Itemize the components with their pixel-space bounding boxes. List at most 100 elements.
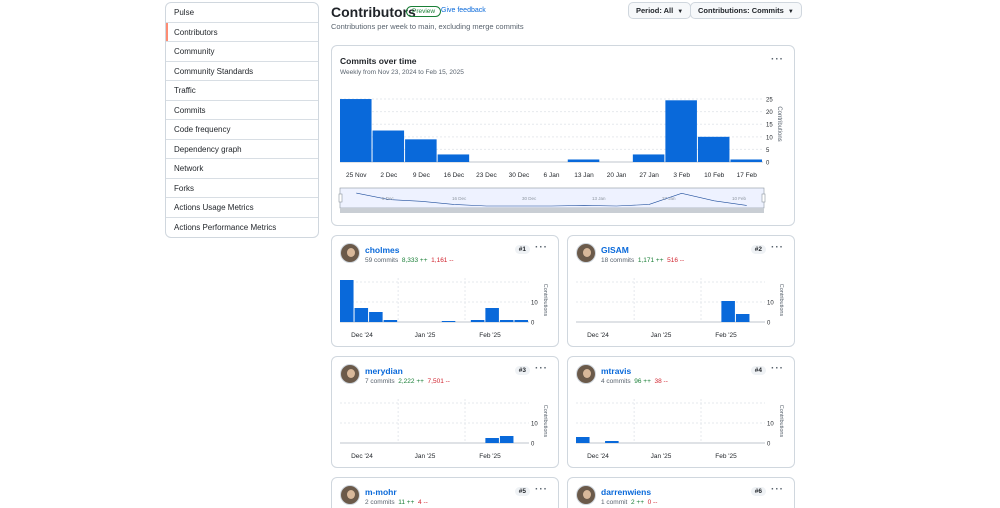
- x-tick-label: Jan '25: [651, 453, 672, 460]
- x-tick-label: 6 Jan: [544, 172, 560, 179]
- x-tick-label: 13 Jan: [574, 172, 594, 179]
- avatar[interactable]: [340, 364, 360, 384]
- y-tick-label: 10: [767, 301, 774, 307]
- contributor-stats: 1 commit 2 ++ 0 --: [601, 499, 657, 506]
- commit-bar[interactable]: [372, 130, 405, 162]
- y-tick-label: 5: [766, 148, 770, 154]
- contribution-bar[interactable]: [735, 314, 750, 322]
- contributor-card: cholmes 59 commits 8,333 ++ 1,161 -- #1 ···…: [331, 235, 559, 347]
- contributor-menu-button[interactable]: ···: [535, 363, 548, 374]
- contribution-bar[interactable]: [721, 301, 735, 322]
- sidebar-item-forks[interactable]: Forks: [166, 179, 318, 198]
- sidebar-item-dependency-graph[interactable]: Dependency graph: [166, 140, 318, 159]
- give-feedback-link[interactable]: Give feedback: [441, 7, 486, 14]
- commit-bar[interactable]: [340, 99, 372, 162]
- contribution-bar[interactable]: [485, 438, 499, 443]
- commit-bar[interactable]: [567, 159, 600, 162]
- commit-count: 4 commits: [601, 378, 631, 385]
- x-tick-label: 3 Feb: [673, 172, 690, 179]
- contributor-card: merydian 7 commits 2,222 ++ 7,501 -- #3 ···…: [331, 356, 559, 468]
- contributor-menu-button[interactable]: ···: [771, 242, 784, 253]
- contribution-bar[interactable]: [576, 437, 590, 443]
- contributor-name[interactable]: m-mohr: [365, 487, 397, 497]
- chevron-down-icon: ▼: [787, 9, 794, 15]
- commit-bar[interactable]: [697, 136, 730, 162]
- chart-menu-button[interactable]: ···: [771, 54, 784, 65]
- range-brush[interactable]: [339, 187, 765, 209]
- contributions-select-button[interactable]: Contributions: Commits ▼: [690, 2, 802, 19]
- contributor-commits-chart: 10 0 Contributions Dec '24 Jan '25 Feb '25: [576, 278, 784, 339]
- contribution-bar[interactable]: [605, 441, 619, 443]
- brush-handle-right[interactable]: [761, 193, 766, 203]
- contribution-bar[interactable]: [514, 320, 528, 322]
- sidebar-item-contributors[interactable]: Contributors: [166, 22, 318, 42]
- y-tick-label: 0: [767, 442, 771, 448]
- y-axis-label: Contributions: [778, 405, 784, 438]
- commit-bar[interactable]: [405, 139, 437, 162]
- x-tick-label: Dec '24: [351, 332, 373, 339]
- contributor-name[interactable]: GISAM: [601, 245, 629, 255]
- sidebar-item-actions-usage-metrics[interactable]: Actions Usage Metrics: [166, 198, 318, 218]
- x-tick-label: Dec '24: [587, 332, 609, 339]
- commit-count: 7 commits: [365, 378, 395, 385]
- sidebar-item-actions-performance-metrics[interactable]: Actions Performance Metrics: [174, 222, 277, 232]
- sidebar-item-code-frequency[interactable]: Code frequency: [166, 120, 318, 140]
- rank-badge: #2: [750, 245, 766, 254]
- brush-tick-label: 5 Dec: [382, 196, 395, 201]
- rank-badge: #5: [514, 487, 530, 496]
- brush-handle-left[interactable]: [338, 193, 343, 203]
- preview-badge: Preview: [406, 6, 442, 17]
- brush-tick-label: 27 Jan: [662, 196, 676, 201]
- commit-bar[interactable]: [730, 159, 762, 162]
- x-tick-label: 10 Feb: [704, 172, 725, 179]
- contribution-bar[interactable]: [354, 308, 369, 322]
- contribution-bar[interactable]: [383, 320, 398, 322]
- avatar[interactable]: [340, 243, 360, 263]
- contributor-stats: 18 commits 1,171 ++ 516 --: [601, 257, 684, 264]
- contributor-name[interactable]: merydian: [365, 366, 403, 376]
- sidebar-item-community[interactable]: Community: [166, 42, 318, 62]
- contribution-bar[interactable]: [369, 312, 383, 322]
- commits-over-time-chart: 25 20 15 10 5 0 Contributions 25 Nov 2 Dec 9 Dec 1…: [338, 98, 782, 213]
- commit-bar[interactable]: [632, 154, 665, 162]
- contribution-bar[interactable]: [441, 321, 456, 322]
- period-select-button[interactable]: Period: All ▼: [628, 2, 692, 19]
- contributor-menu-button[interactable]: ···: [535, 242, 548, 253]
- contribution-bar[interactable]: [340, 280, 354, 322]
- contributor-name[interactable]: mtravis: [601, 366, 632, 376]
- contribution-bar[interactable]: [485, 308, 499, 322]
- x-tick-label: Jan '25: [415, 332, 436, 339]
- additions-count: 2,222 ++: [398, 378, 424, 385]
- contribution-bar[interactable]: [499, 320, 514, 322]
- sidebar-item-community-standards[interactable]: Community Standards: [166, 62, 318, 81]
- deletions-count: 1,161 --: [431, 257, 454, 264]
- y-tick-label: 0: [766, 161, 770, 167]
- contributor-menu-button[interactable]: ···: [771, 363, 784, 374]
- y-tick-label: 0: [767, 321, 771, 327]
- x-tick-label: Feb '25: [715, 453, 737, 460]
- x-tick-label: Dec '24: [587, 453, 609, 460]
- avatar[interactable]: [576, 364, 596, 384]
- contribution-bar[interactable]: [470, 320, 485, 322]
- brush-scrollbar[interactable]: [340, 208, 764, 213]
- contribution-bar[interactable]: [499, 436, 514, 443]
- sidebar-item-network[interactable]: Network: [166, 159, 318, 179]
- sidebar-item-commits[interactable]: Commits: [166, 101, 318, 120]
- y-tick-label: 10: [531, 422, 538, 428]
- sidebar-item-pulse[interactable]: Pulse: [166, 3, 318, 23]
- contributor-stats: 4 commits 96 ++ 38 --: [601, 378, 668, 385]
- commit-bar[interactable]: [437, 154, 470, 162]
- avatar[interactable]: [576, 485, 596, 505]
- contributor-menu-button[interactable]: ···: [771, 484, 784, 495]
- y-tick-label: 20: [766, 110, 773, 116]
- contributor-card: darrenwiens 1 commit 2 ++ 0 -- #6 ···: [567, 477, 795, 508]
- avatar[interactable]: [576, 243, 596, 263]
- contributor-name[interactable]: cholmes: [365, 245, 400, 255]
- sidebar-item-traffic[interactable]: Traffic: [166, 81, 318, 101]
- page-title: Contributors: [331, 4, 416, 20]
- brush-tick-label: 10 Feb: [732, 196, 747, 201]
- avatar[interactable]: [340, 485, 360, 505]
- commit-bar[interactable]: [665, 100, 697, 162]
- contributor-name[interactable]: darrenwiens: [601, 487, 652, 497]
- contributor-menu-button[interactable]: ···: [535, 484, 548, 495]
